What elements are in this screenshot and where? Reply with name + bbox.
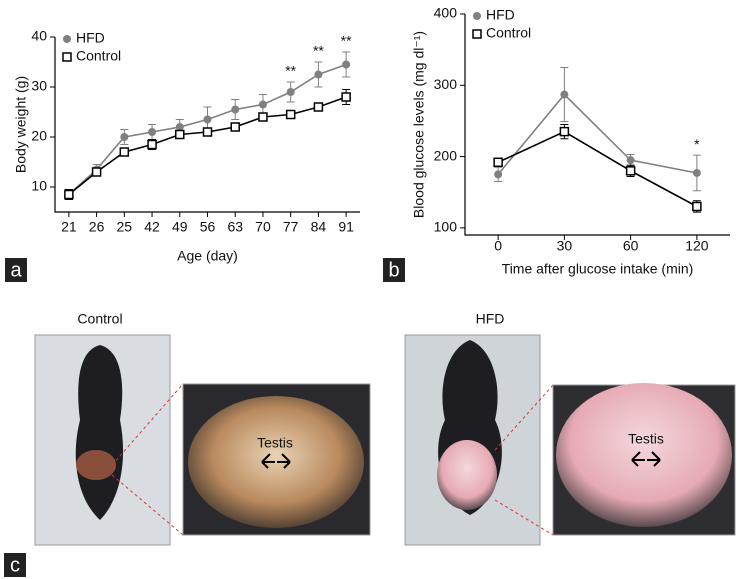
panel-label: a <box>10 259 22 281</box>
panel-label: c <box>10 554 20 576</box>
hfd-opening <box>437 440 497 510</box>
x-tick-label: 0 <box>494 238 502 254</box>
y-axis-label: Body weight (g) <box>13 76 29 173</box>
marker <box>286 88 295 96</box>
x-tick-label: 84 <box>311 219 327 235</box>
marker <box>175 129 185 140</box>
marker <box>494 170 503 179</box>
x-axis-label: Time after glucose intake (min) <box>502 261 694 277</box>
marker <box>493 157 503 168</box>
significance: ** <box>313 43 324 59</box>
y-tick-label: 100 <box>434 219 458 235</box>
legend-label: Control <box>76 48 121 64</box>
legend-marker <box>472 29 482 39</box>
x-tick-label: 120 <box>685 238 709 254</box>
panel-label-box <box>383 258 405 282</box>
marker <box>626 156 635 165</box>
legend-label: HFD <box>76 30 105 46</box>
control-mouse <box>75 345 124 520</box>
y-axis-label: Blood glucose levels (mg dl⁻¹) <box>411 31 427 218</box>
x-tick-label: 70 <box>255 219 271 235</box>
y-tick-label: 30 <box>31 78 47 94</box>
marker <box>692 201 702 212</box>
x-tick-label: 60 <box>623 238 639 254</box>
x-tick-label: 25 <box>117 219 133 235</box>
zoom-line <box>494 384 554 451</box>
testis-label: Testis <box>628 431 664 447</box>
x-tick-label: 91 <box>338 219 354 235</box>
control-opening <box>76 450 116 480</box>
photo-panel: Testis Testis Control HFD c <box>4 311 736 577</box>
group-label: HFD <box>476 311 505 327</box>
axis-line <box>54 37 360 213</box>
legend-marker <box>63 35 71 43</box>
y-tick-label: 300 <box>434 76 458 92</box>
testis-label: Testis <box>257 435 293 451</box>
x-tick-label: 49 <box>172 219 188 235</box>
marker <box>692 168 701 177</box>
zoom-line <box>494 499 554 536</box>
axis-line <box>464 14 730 236</box>
x-tick-label: 63 <box>227 219 243 235</box>
marker <box>230 122 240 132</box>
group-label: Control <box>77 311 122 327</box>
marker <box>341 92 351 102</box>
marker <box>285 109 296 120</box>
legend-label: HFD <box>486 7 515 23</box>
arrows <box>631 451 661 467</box>
marker <box>203 115 212 124</box>
marker <box>342 60 351 69</box>
legend-label: Control <box>486 25 531 41</box>
hfd-tissue <box>556 383 732 527</box>
y-tick-label: 400 <box>434 5 458 21</box>
panel-label-box <box>4 553 26 577</box>
x-tick-label: 21 <box>61 219 77 235</box>
control-tissue <box>188 396 364 528</box>
arrows <box>261 453 291 469</box>
marker <box>258 112 268 122</box>
y-tick-label: 20 <box>31 128 47 144</box>
marker <box>64 189 74 200</box>
marker <box>314 70 323 79</box>
significance: * <box>694 136 700 152</box>
series-line <box>497 93 698 175</box>
marker <box>91 167 102 177</box>
marker <box>231 105 240 114</box>
x-axis-label: Age (day) <box>177 248 238 264</box>
x-tick-label: 30 <box>557 238 573 254</box>
marker <box>313 102 324 112</box>
legend-marker <box>62 52 72 62</box>
significance: ** <box>341 33 352 49</box>
marker <box>148 128 157 136</box>
series-line <box>497 130 698 208</box>
marker <box>119 147 130 157</box>
x-tick-label: 26 <box>89 219 105 235</box>
significance: ** <box>285 63 296 79</box>
marker <box>625 166 636 176</box>
panel-label-box <box>5 258 27 282</box>
x-tick-label: 56 <box>200 219 216 235</box>
marker <box>147 139 157 150</box>
marker <box>559 126 570 137</box>
y-tick-label: 10 <box>31 178 47 194</box>
y-tick-label: 200 <box>434 147 458 163</box>
marker <box>560 90 569 99</box>
x-tick-label: 42 <box>144 219 160 235</box>
legend-marker <box>473 12 481 20</box>
marker <box>258 100 267 109</box>
marker <box>120 133 129 141</box>
marker <box>202 127 213 137</box>
y-tick-label: 40 <box>31 28 47 44</box>
marker <box>175 123 184 131</box>
x-tick-label: 77 <box>283 219 299 235</box>
panel-label: b <box>388 259 399 281</box>
